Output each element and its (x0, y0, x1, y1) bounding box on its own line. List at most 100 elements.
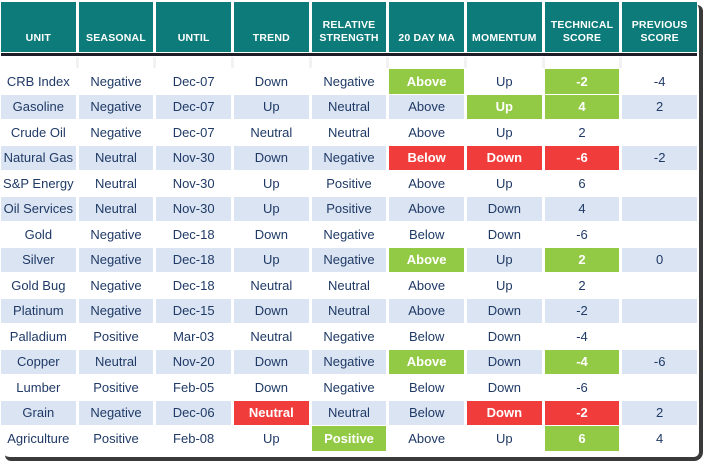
table-cell: Down (466, 145, 542, 170)
table-cell: Positive (311, 426, 387, 451)
row-label-cell: CRB Index (1, 69, 76, 94)
table-cell: Negative (78, 120, 154, 145)
spacer-cell (389, 57, 464, 68)
table-cell: 0 (622, 247, 697, 272)
table-cell: Up (233, 247, 309, 272)
table-cell: Negative (311, 222, 387, 247)
table-cell: Above (389, 273, 464, 298)
table-cell: Neutral (311, 400, 387, 425)
table-cell: Down (466, 222, 542, 247)
table-cell: Neutral (78, 349, 154, 374)
table-cell: Up (466, 120, 542, 145)
column-header-20-day-ma: 20 DAY MA (389, 2, 464, 52)
spacer-cell (233, 57, 309, 68)
column-header-momentum: MOMENTUM (466, 2, 542, 52)
table-cell (622, 298, 697, 323)
table-cell: Mar-03 (156, 324, 231, 349)
table-cell: Neutral (311, 273, 387, 298)
column-header-trend: TREND (233, 2, 309, 52)
table-cell: Above (389, 247, 464, 272)
spacer-cell (544, 57, 620, 68)
table-cell: Dec-07 (156, 120, 231, 145)
table-cell: Negative (311, 145, 387, 170)
table-cell: Negative (311, 324, 387, 349)
spacer-cell (78, 57, 154, 68)
table-cell: Dec-07 (156, 69, 231, 94)
table-cell: Nov-30 (156, 171, 231, 196)
table-cell: Up (466, 426, 542, 451)
table-cell: Neutral (311, 120, 387, 145)
table-cell: 2 (622, 400, 697, 425)
table-cell (622, 196, 697, 221)
table-cell: Negative (78, 298, 154, 323)
table-cell: -4 (622, 69, 697, 94)
table-cell: Feb-08 (156, 426, 231, 451)
table-cell: Negative (78, 69, 154, 94)
table-cell: -2 (544, 69, 620, 94)
table-cell: 4 (622, 426, 697, 451)
table-cell: Down (233, 298, 309, 323)
table-cell: Negative (311, 375, 387, 400)
column-header-until: UNTIL (156, 2, 231, 52)
table-cell: Above (389, 171, 464, 196)
table-cell: 2 (622, 94, 697, 119)
table-cell: Up (466, 273, 542, 298)
table-drop-shadow-border (5, 5, 703, 461)
table-cell: Above (389, 120, 464, 145)
table-cell: Above (389, 196, 464, 221)
table-cell: Below (389, 222, 464, 247)
table-cell: Down (466, 375, 542, 400)
table-cell: Dec-15 (156, 298, 231, 323)
table-cell: Down (233, 349, 309, 374)
table-cell: 2 (544, 120, 620, 145)
table-cell: Up (466, 69, 542, 94)
table-cell: Up (466, 94, 542, 119)
table-cell: Above (389, 69, 464, 94)
table-cell: Negative (78, 247, 154, 272)
header-spacer-row (1, 57, 697, 68)
table-cell: -4 (544, 324, 620, 349)
table-cell: Nov-30 (156, 196, 231, 221)
table-cell: Feb-05 (156, 375, 231, 400)
row-label-cell: Palladium (1, 324, 76, 349)
table-cell: Neutral (233, 120, 309, 145)
table-cell: Neutral (311, 298, 387, 323)
table-cell: Negative (78, 94, 154, 119)
table-cell: Dec-18 (156, 247, 231, 272)
spacer-cell (1, 57, 76, 68)
table-cell: Neutral (311, 94, 387, 119)
row-label-cell: S&P Energy (1, 171, 76, 196)
row-label-cell: Gasoline (1, 94, 76, 119)
table-cell: Positive (311, 171, 387, 196)
table-cell: Down (466, 349, 542, 374)
row-label-cell: Oil Services (1, 196, 76, 221)
table-cell: Down (466, 196, 542, 221)
row-label-cell: Platinum (1, 298, 76, 323)
row-label-cell: Silver (1, 247, 76, 272)
table-cell: Up (466, 247, 542, 272)
table-cell: Positive (78, 426, 154, 451)
table-cell: Up (233, 171, 309, 196)
table-cell: Neutral (78, 145, 154, 170)
column-header-previous-score: PREVIOUS SCORE (622, 2, 697, 52)
table-cell: Above (389, 426, 464, 451)
table-cell: Dec-18 (156, 273, 231, 298)
table-cell: Negative (311, 247, 387, 272)
table-cell: Dec-07 (156, 94, 231, 119)
table-cell: Up (466, 171, 542, 196)
table-cell: Below (389, 145, 464, 170)
row-label-cell: Grain (1, 400, 76, 425)
table-cell: Below (389, 400, 464, 425)
row-label-cell: Crude Oil (1, 120, 76, 145)
table-cell: Above (389, 349, 464, 374)
table-cell: Negative (78, 222, 154, 247)
table-cell: Nov-30 (156, 145, 231, 170)
table-cell: Negative (78, 273, 154, 298)
table-cell: Negative (311, 349, 387, 374)
table-cell: Nov-20 (156, 349, 231, 374)
table-cell (622, 120, 697, 145)
column-header-unit: UNIT (1, 2, 76, 52)
table-cell: 6 (544, 171, 620, 196)
table-cell (622, 171, 697, 196)
